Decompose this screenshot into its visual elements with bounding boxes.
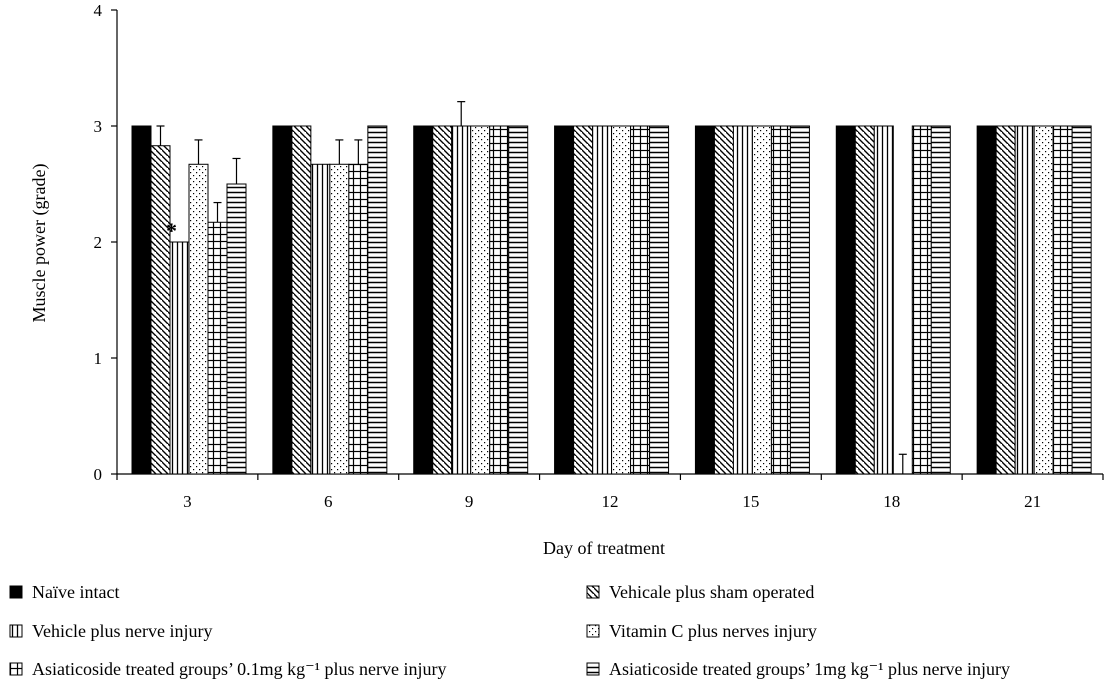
- bar: [713, 125, 734, 475]
- bar: [1071, 125, 1092, 475]
- bar: [1014, 125, 1035, 475]
- bar: [732, 125, 753, 475]
- bar: [451, 125, 472, 475]
- y-axis-title: Muscle power (grade): [29, 164, 50, 323]
- bar: [291, 125, 312, 475]
- legend-swatch: [9, 624, 23, 638]
- bar: [150, 145, 171, 475]
- bar: [432, 125, 453, 475]
- x-axis: 3 6 9 12 15 18 21: [116, 473, 1104, 511]
- bar: [188, 163, 209, 475]
- bar: [649, 125, 670, 475]
- bar: [207, 221, 228, 475]
- x-tick-label: 6: [324, 492, 333, 511]
- bar: [489, 125, 510, 475]
- bar: [789, 125, 810, 475]
- x-tick-label: 9: [465, 492, 474, 511]
- bar: [835, 125, 856, 475]
- bar: [310, 163, 331, 475]
- bar: [367, 125, 388, 475]
- annotations-group: *: [166, 218, 177, 243]
- y-axis: 0 1 2 3 4: [94, 1, 118, 484]
- bar: [508, 125, 529, 475]
- y-tick-label: 3: [94, 117, 103, 136]
- x-tick-label: 21: [1024, 492, 1041, 511]
- bar: [611, 125, 632, 475]
- x-tick-label: 18: [883, 492, 900, 511]
- legend: Naïve intact Vehicale plus sham operated V…: [9, 582, 1010, 679]
- bar: [751, 125, 772, 475]
- x-tick-label: 3: [183, 492, 192, 511]
- y-tick-label: 4: [94, 1, 103, 20]
- bar: [169, 241, 190, 475]
- bar: [554, 125, 575, 475]
- legend-label: Naïve intact: [32, 582, 119, 602]
- legend-swatch: [9, 585, 23, 599]
- bar: [995, 125, 1016, 475]
- y-tick-label: 0: [94, 465, 103, 484]
- y-tick-label: 2: [94, 233, 103, 252]
- legend-swatch: [9, 662, 23, 676]
- x-axis-title: Day of treatment: [543, 538, 665, 558]
- bar: [1033, 125, 1054, 475]
- legend-label: Vehicale plus sham operated: [609, 582, 814, 602]
- legend-label: Vehicle plus nerve injury: [32, 621, 212, 641]
- legend-label: Asiaticoside treated groups’ 1mg kg⁻¹ pl…: [609, 659, 1010, 679]
- bar: [854, 125, 875, 475]
- x-tick-label: 12: [602, 492, 619, 511]
- bar: [592, 125, 613, 475]
- bar: [911, 125, 932, 475]
- legend-swatch: [586, 624, 600, 638]
- legend-label: Vitamin C plus nerves injury: [609, 621, 817, 641]
- y-tick-label: 1: [94, 349, 103, 368]
- bar: [976, 125, 997, 475]
- significance-marker: *: [166, 218, 177, 243]
- bar: [226, 183, 247, 475]
- error-bars-group: [156, 101, 907, 474]
- legend-swatch: [586, 662, 600, 676]
- bar: [470, 125, 491, 475]
- bar: [630, 125, 651, 475]
- bar: [573, 125, 594, 475]
- bar: [930, 125, 951, 475]
- legend-label: Asiaticoside treated groups’ 0.1mg kg⁻¹ …: [32, 659, 446, 679]
- bar: [272, 125, 293, 475]
- bar: [348, 163, 369, 475]
- bar: [770, 125, 791, 475]
- bar: [329, 163, 350, 475]
- bar: [873, 125, 894, 475]
- bar: [1052, 125, 1073, 475]
- legend-swatch: [586, 585, 600, 599]
- x-tick-label: 15: [742, 492, 759, 511]
- bar: [131, 125, 152, 475]
- bar-series-group: [131, 125, 1092, 475]
- bar: [694, 125, 715, 475]
- bar: [413, 125, 434, 475]
